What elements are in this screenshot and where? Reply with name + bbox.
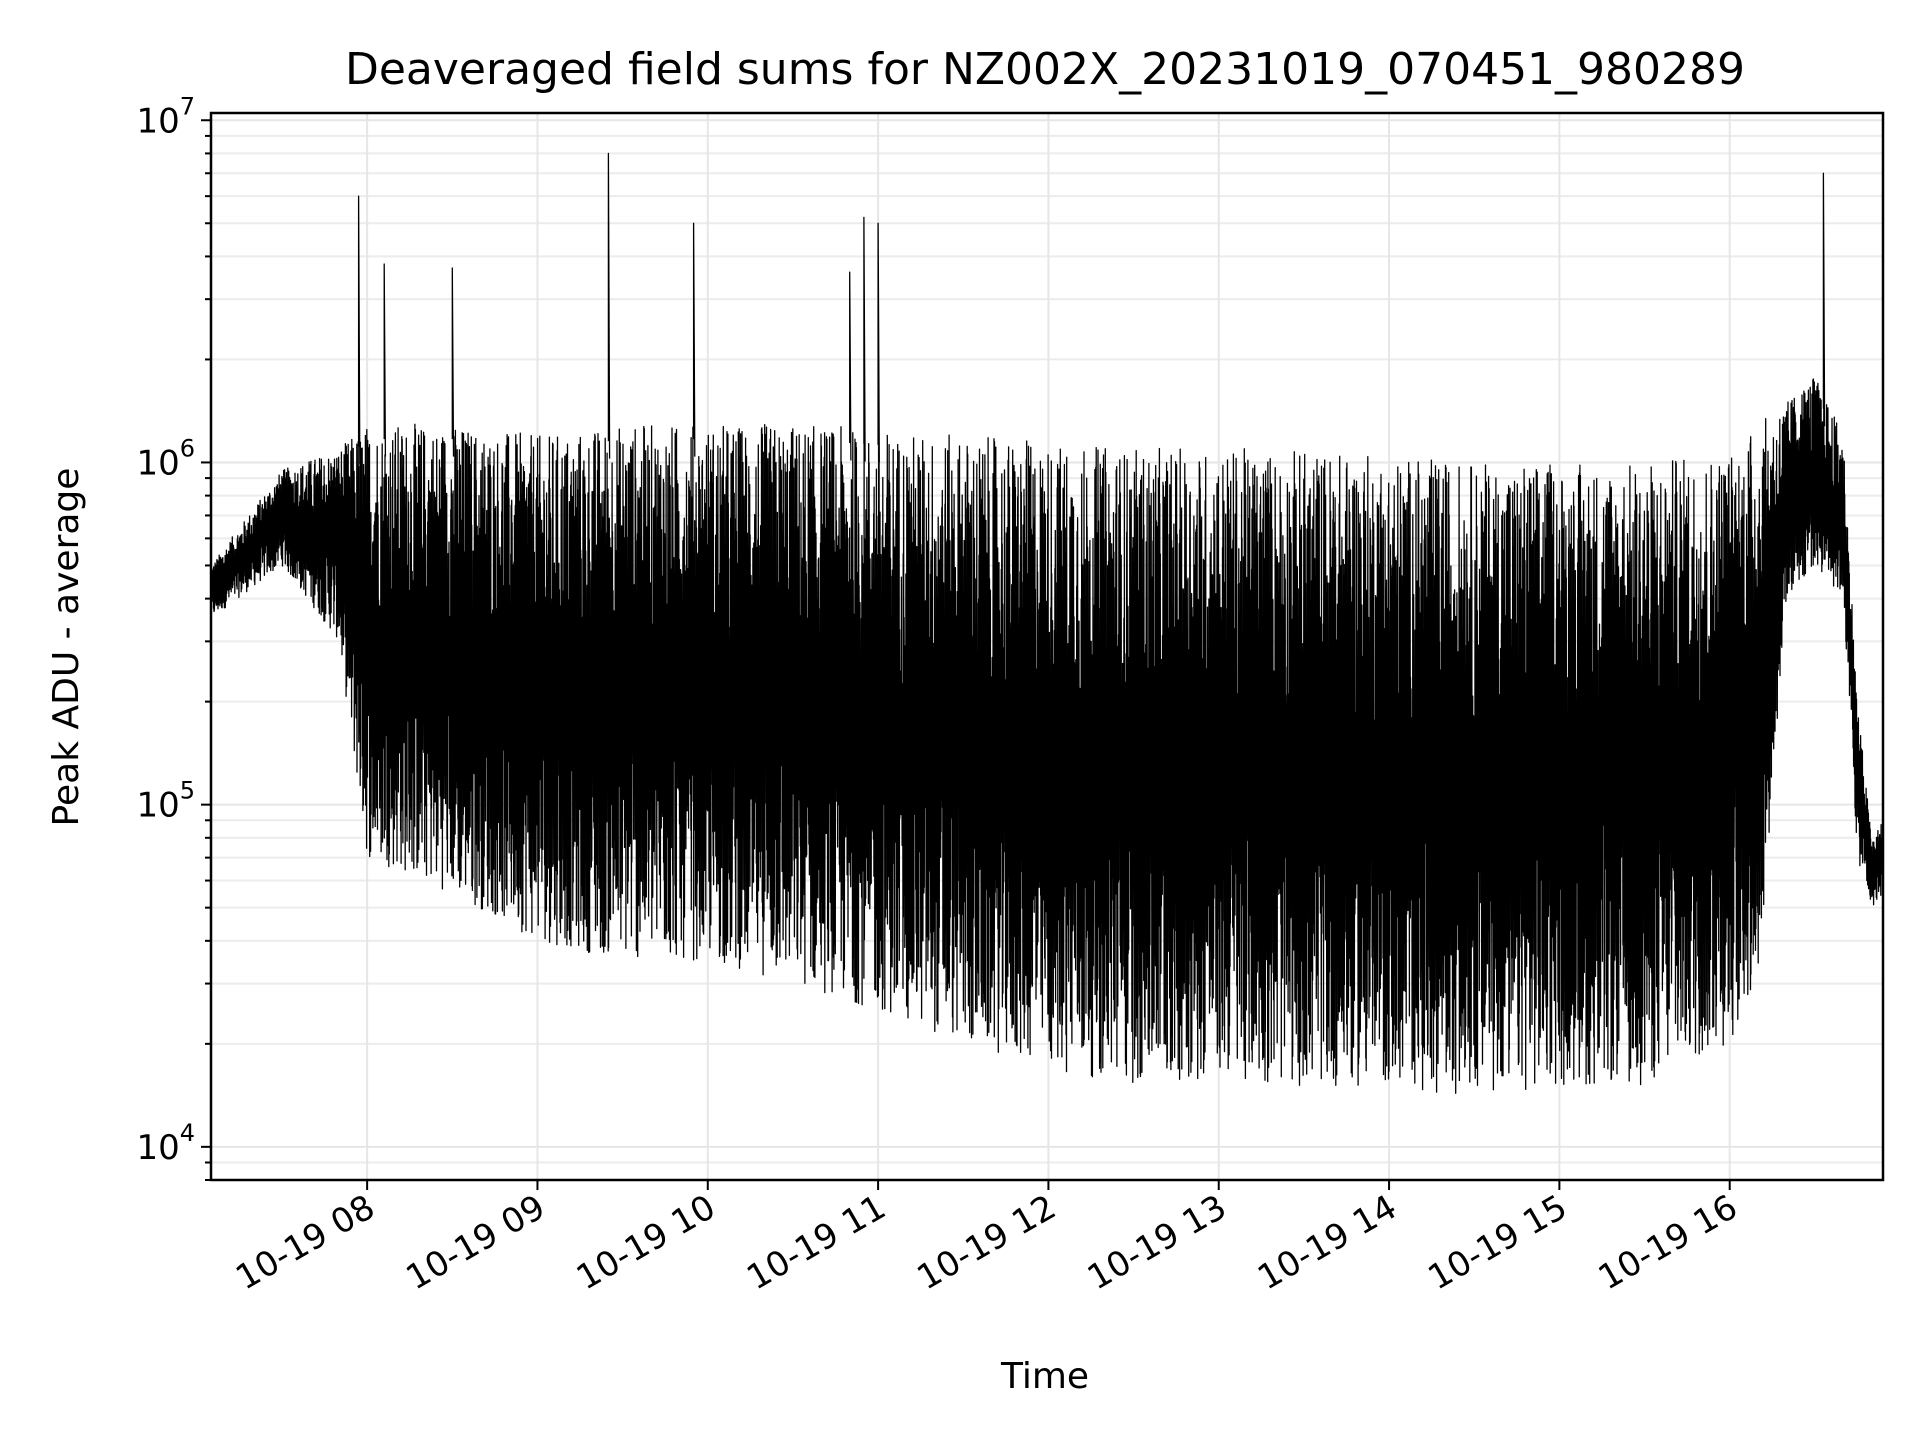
series-line bbox=[211, 152, 1883, 1094]
x-tick-label: 10-19 15 bbox=[1421, 1187, 1573, 1298]
chart-title: Deaveraged field sums for NZ002X_2023101… bbox=[345, 44, 1745, 95]
x-tick-label: 10-19 16 bbox=[1592, 1187, 1744, 1298]
x-axis: 10-19 08 10-19 09 10-19 10 10-19 11 10-19 12… bbox=[229, 1180, 1744, 1298]
y-tick-label: 107 bbox=[136, 92, 195, 141]
x-axis-label: Time bbox=[1000, 1356, 1089, 1397]
y-tick-label: 105 bbox=[136, 777, 195, 826]
x-tick-label: 10-19 08 bbox=[229, 1187, 381, 1298]
x-tick-label: 10-19 14 bbox=[1251, 1187, 1403, 1298]
series-group bbox=[211, 152, 1883, 1094]
x-tick-label: 10-19 12 bbox=[911, 1187, 1063, 1298]
plot-frame bbox=[209, 111, 1885, 1182]
x-tick-label: 10-19 13 bbox=[1081, 1187, 1233, 1298]
y-tick-label: 106 bbox=[136, 434, 195, 483]
y-axis: 104 105 106 107 bbox=[136, 92, 211, 1181]
y-axis-label: Peak ADU - average bbox=[46, 468, 87, 827]
x-tick-label: 10-19 11 bbox=[740, 1187, 892, 1298]
y-tick-label: 104 bbox=[136, 1119, 195, 1168]
x-tick-label: 10-19 09 bbox=[400, 1187, 552, 1298]
x-tick-label: 10-19 10 bbox=[570, 1187, 722, 1298]
